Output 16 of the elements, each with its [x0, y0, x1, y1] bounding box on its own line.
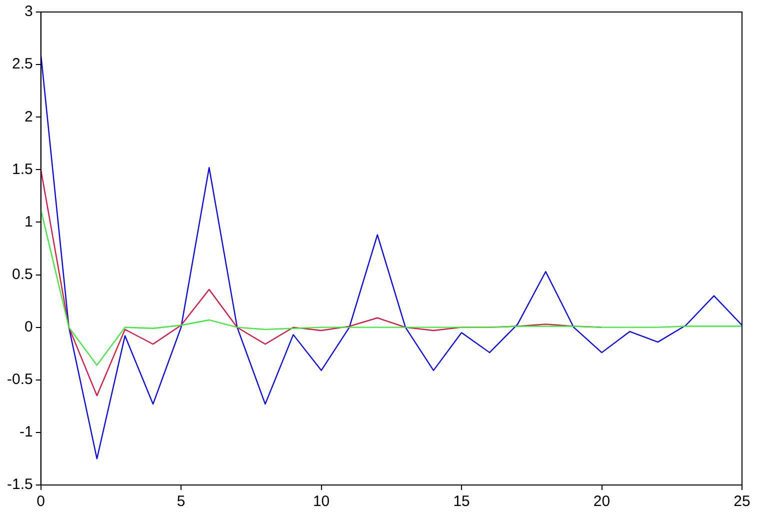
y-tick-label: 2.5 — [12, 56, 33, 73]
y-tick-label: 3 — [24, 3, 33, 20]
y-tick-label: 0.5 — [12, 266, 33, 283]
y-tick-label: -1 — [20, 424, 33, 441]
x-tick-label: 20 — [593, 493, 610, 510]
y-tick-label: -0.5 — [6, 371, 33, 388]
y-tick-label: 1.5 — [12, 160, 33, 178]
x-tick-label: 25 — [734, 493, 750, 510]
x-tick-label: 5 — [176, 493, 186, 510]
x-tick-label: 0 — [36, 493, 46, 510]
y-tick-label: 1 — [24, 213, 33, 230]
y-tick-label: 2 — [24, 108, 33, 126]
y-tick-label: -1.5 — [6, 476, 33, 494]
x-tick-label: 10 — [312, 493, 330, 510]
x-tick-label: 15 — [453, 493, 470, 510]
y-tick-label: 0 — [24, 318, 33, 336]
